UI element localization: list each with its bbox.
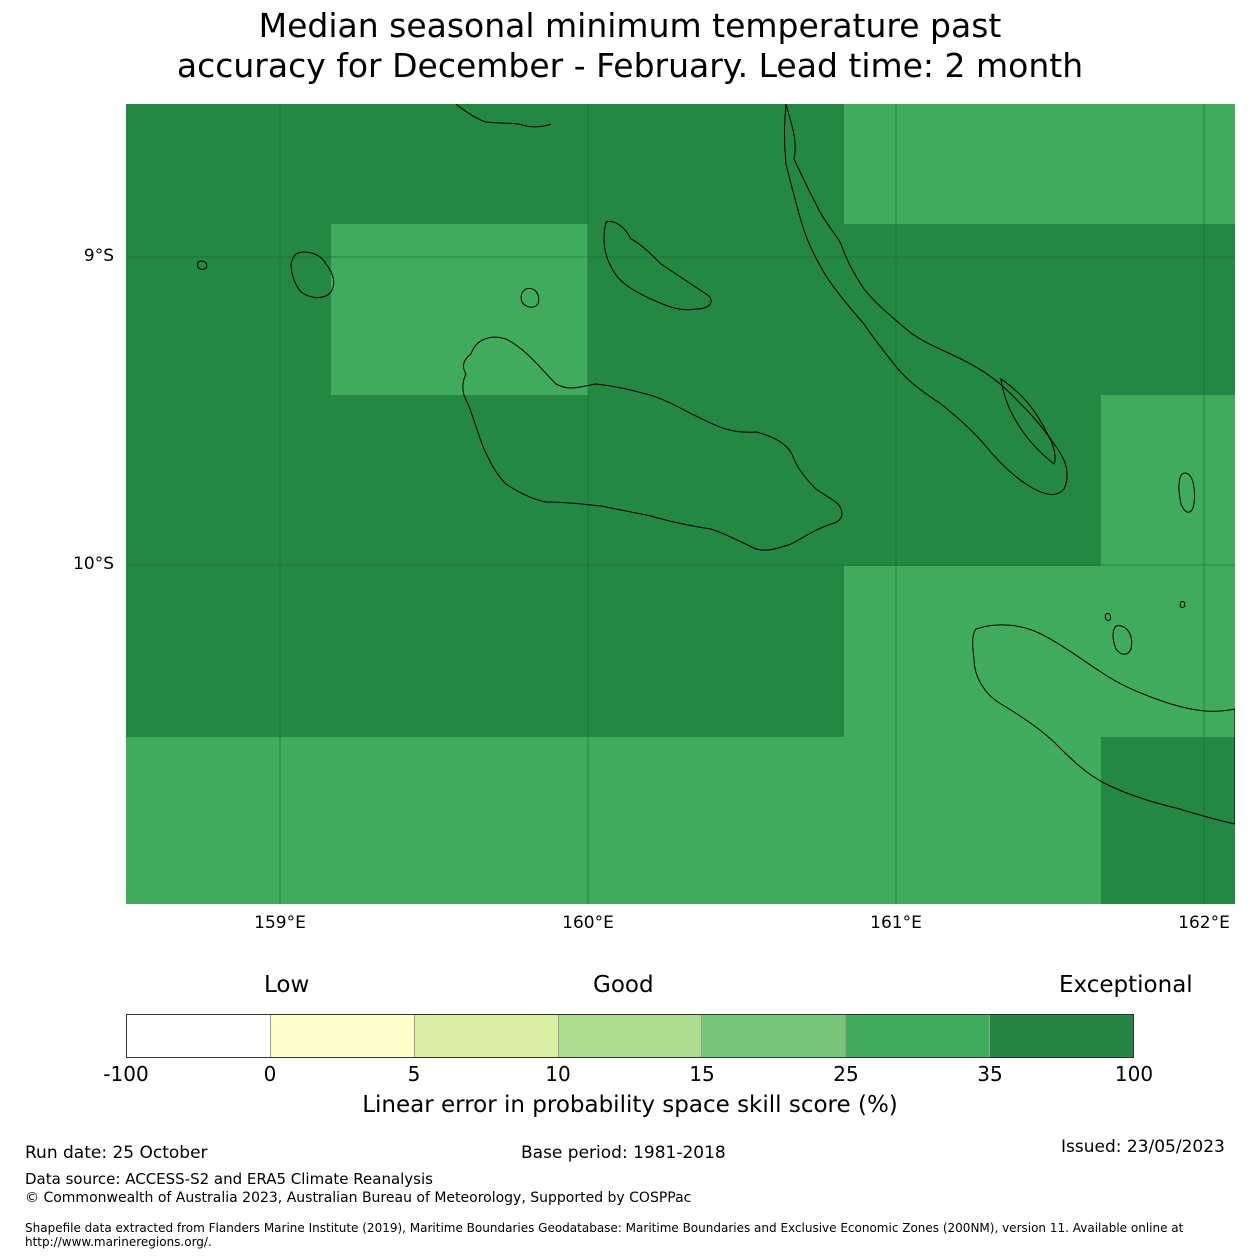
quality-label-exceptional: Exceptional (1059, 972, 1193, 998)
lon-label-162e: 162°E (1178, 913, 1230, 933)
colorbar (126, 1014, 1134, 1058)
colorbar-label: Linear error in probability space skill … (362, 1092, 898, 1118)
colorbar-segment (558, 1015, 703, 1057)
guadalcanal-coast (462, 336, 843, 551)
title-line-1: Median seasonal minimum temperature past (258, 6, 1002, 45)
colorbar-tick: -100 (103, 1062, 149, 1086)
cell-south-band (126, 737, 1101, 904)
lat-label-10s: 10°S (73, 554, 114, 574)
russell-islands-coast (290, 251, 335, 299)
cell-ne-top (844, 104, 1235, 224)
colorbar-tick: 10 (545, 1062, 571, 1086)
colorbar-segment (414, 1015, 559, 1057)
colorbar-tick: 25 (833, 1062, 859, 1086)
colorbar-tick: 100 (1114, 1062, 1154, 1086)
quality-label-good: Good (593, 972, 654, 998)
savo-island-coast (520, 287, 540, 308)
map-title: Median seasonal minimum temperature past… (0, 6, 1260, 86)
colorbar-segment (990, 1015, 1134, 1057)
colorbar-segment (702, 1015, 847, 1057)
makira-coast (972, 624, 1235, 825)
issued-date: Issued: 23/05/2023 (1061, 1137, 1225, 1157)
colorbar-tick: 35 (977, 1062, 1003, 1086)
small-islet-west (197, 260, 208, 270)
ugi-island-coast (1112, 625, 1133, 655)
colorbar-segment (127, 1015, 271, 1057)
lon-label-161e: 161°E (870, 913, 922, 933)
cell-se-corner (1101, 737, 1235, 904)
colorbar-tick: 0 (263, 1062, 277, 1086)
cell-center-upper (331, 224, 588, 395)
data-source: Data source: ACCESS-S2 and ERA5 Climate … (25, 1170, 433, 1188)
shapefile-credit-line-1: Shapefile data extracted from Flanders M… (25, 1221, 1184, 1235)
malaita-inner-coast (1000, 377, 1056, 465)
base-period: Base period: 1981-2018 (521, 1143, 726, 1163)
colorbar-segment (846, 1015, 991, 1057)
copyright: © Commonwealth of Australia 2023, Austra… (25, 1190, 692, 1206)
cell-east-mid (1101, 395, 1235, 566)
east-islet-3 (1104, 613, 1112, 621)
lon-label-160e: 160°E (562, 913, 614, 933)
coastlines (197, 104, 1235, 825)
north-islands-coast (455, 104, 552, 128)
colorbar-segment (270, 1015, 415, 1057)
lat-label-9s: 9°S (83, 246, 114, 266)
east-islet-1 (1178, 472, 1195, 513)
run-date: Run date: 25 October (25, 1143, 208, 1163)
map-canvas (126, 104, 1235, 904)
quality-label-low: Low (264, 972, 310, 998)
gridlines (126, 104, 1235, 904)
malaita-coast (784, 104, 1068, 495)
lon-label-159e: 159°E (254, 913, 306, 933)
colorbar-tick: 15 (689, 1062, 715, 1086)
shapefile-credit-line-2: http://www.marineregions.org/. (25, 1235, 212, 1249)
florida-islands-coast (603, 220, 712, 311)
cell-se-mid (844, 566, 1235, 737)
shapefile-credit: Shapefile data extracted from Flanders M… (25, 1221, 1225, 1249)
east-islet-2 (1179, 601, 1186, 609)
skill-map (126, 104, 1235, 904)
title-line-2: accuracy for December - February. Lead t… (176, 46, 1084, 85)
colorbar-tick: 5 (407, 1062, 421, 1086)
